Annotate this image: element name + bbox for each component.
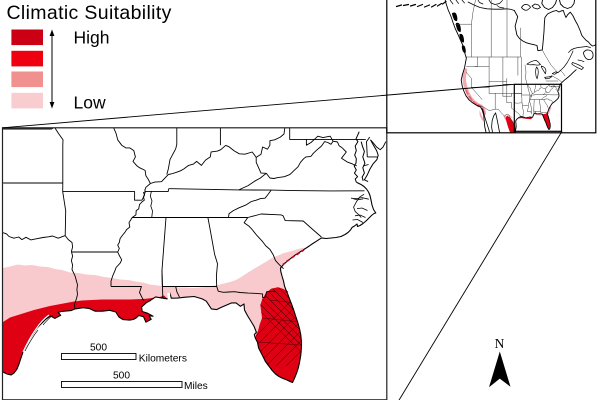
svg-text:Climatic Suitability: Climatic Suitability xyxy=(7,2,172,24)
svg-text:500: 500 xyxy=(90,343,107,354)
svg-text:500: 500 xyxy=(113,371,130,382)
svg-text:Miles: Miles xyxy=(184,381,208,392)
svg-text:Kilometers: Kilometers xyxy=(139,353,187,364)
svg-text:High: High xyxy=(74,28,110,48)
svg-text:Low: Low xyxy=(74,93,106,113)
svg-text:N: N xyxy=(495,336,505,351)
